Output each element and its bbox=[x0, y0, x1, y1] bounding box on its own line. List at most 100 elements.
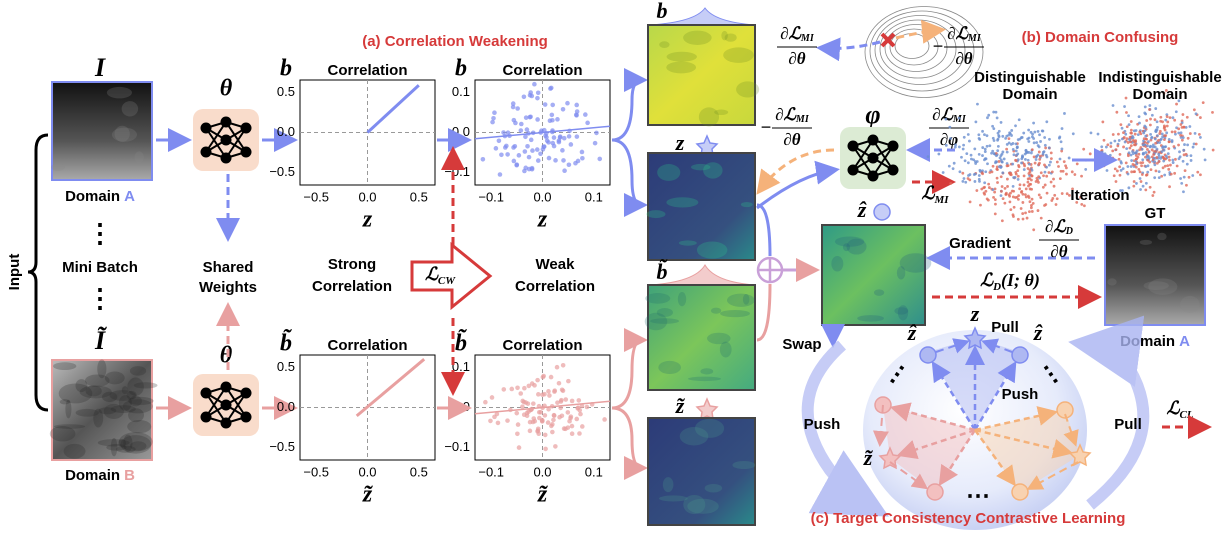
cloud-dot bbox=[961, 180, 964, 183]
cloud-dot bbox=[1163, 134, 1166, 137]
scatter-dot bbox=[528, 115, 533, 120]
cloud-dot bbox=[1129, 132, 1132, 135]
cloud-dot bbox=[968, 140, 971, 143]
cloud-dot bbox=[1147, 140, 1150, 143]
cloud-dot bbox=[1163, 174, 1166, 177]
domain-label-part: A bbox=[1179, 333, 1190, 350]
y-tick-label: 0.5 bbox=[277, 359, 295, 374]
cloud-dot bbox=[927, 155, 930, 158]
cloud-dot bbox=[1188, 176, 1191, 179]
cloud-dot bbox=[1175, 110, 1178, 113]
scatter-dot bbox=[563, 427, 568, 432]
cloud-dot bbox=[1084, 168, 1087, 171]
x-tick-label: 0.1 bbox=[585, 189, 603, 204]
fraction-numerator: ∂ℒMI bbox=[947, 24, 982, 44]
scatter-dot bbox=[597, 157, 602, 162]
cloud-dot bbox=[1120, 162, 1123, 165]
cloud-dot bbox=[1020, 190, 1023, 193]
feature-symbol: ẑ bbox=[857, 197, 867, 222]
cloud-dot bbox=[1060, 140, 1063, 143]
cloud-dot bbox=[1143, 125, 1146, 128]
cloud-dot bbox=[996, 149, 999, 152]
scatter-dot bbox=[583, 112, 588, 117]
scatter-dot bbox=[538, 410, 543, 415]
arrow bbox=[612, 80, 642, 140]
cloud-dot bbox=[1017, 194, 1020, 197]
cloud-dot bbox=[1039, 140, 1042, 143]
feature-map-texture bbox=[831, 256, 843, 272]
fraction-denominator: ∂θ bbox=[1050, 242, 1067, 261]
cloud-dot bbox=[1148, 104, 1151, 107]
cloud-dot bbox=[977, 133, 980, 136]
cloud-dot bbox=[1131, 136, 1134, 139]
cloud-dot bbox=[992, 137, 995, 140]
cloud-dot bbox=[1122, 146, 1125, 149]
cloud-dot bbox=[1035, 155, 1038, 158]
cloud-dot bbox=[1012, 185, 1015, 188]
scatter-dot bbox=[512, 159, 517, 164]
cloud-dot bbox=[1141, 158, 1144, 161]
cloud-dot bbox=[1035, 141, 1038, 144]
cloud-dot bbox=[1138, 131, 1141, 134]
cloud-dot bbox=[992, 111, 995, 114]
input-image-texture bbox=[107, 87, 132, 98]
cloud-dot bbox=[1179, 123, 1182, 126]
input-label: Input bbox=[6, 254, 23, 291]
cloud-dot bbox=[1191, 174, 1194, 177]
cloud-dot bbox=[999, 156, 1002, 159]
cloud-dot bbox=[1168, 140, 1171, 143]
scatter-dot bbox=[523, 166, 528, 171]
scatter-dot bbox=[491, 116, 496, 121]
scatter-dot bbox=[514, 162, 519, 167]
feature-map-texture bbox=[678, 292, 686, 306]
cloud-dot bbox=[986, 162, 989, 165]
cloud-dot bbox=[1153, 163, 1156, 166]
scatter-dot bbox=[488, 419, 493, 424]
scatter-dot bbox=[580, 150, 585, 155]
cloud-dot bbox=[1032, 122, 1035, 125]
cloud-dot bbox=[1022, 132, 1025, 135]
input-image-texture bbox=[128, 408, 144, 422]
cloud-dot bbox=[1063, 112, 1066, 115]
cloud-dot bbox=[1144, 135, 1147, 138]
scatter-dot bbox=[536, 158, 541, 163]
feature-map-texture bbox=[679, 240, 697, 245]
cloud-dot bbox=[1030, 175, 1033, 178]
scatter-dot bbox=[519, 128, 524, 133]
swap-label: Swap bbox=[782, 336, 821, 353]
scatter-dot bbox=[520, 404, 525, 409]
cloud-dot bbox=[1008, 137, 1011, 140]
scatter-dot bbox=[483, 400, 488, 405]
cloud-dot bbox=[1027, 140, 1030, 143]
cloud-dot bbox=[1004, 187, 1007, 190]
cloud-dot bbox=[1008, 131, 1011, 134]
cloud-dot bbox=[1036, 177, 1039, 180]
feature-map-texture bbox=[645, 313, 667, 331]
cloud-dot bbox=[1153, 160, 1156, 163]
cloud-dot bbox=[1164, 119, 1167, 122]
cloud-dot bbox=[1103, 164, 1106, 167]
scatter-dot bbox=[543, 413, 548, 418]
cloud-dot bbox=[1137, 133, 1140, 136]
cloud-dot bbox=[1017, 218, 1020, 221]
cloud-dot bbox=[1010, 134, 1013, 137]
cloud-dot bbox=[990, 152, 993, 155]
cloud-title: Indistinguishable bbox=[1098, 69, 1221, 86]
cloud-dot bbox=[1006, 178, 1009, 181]
cloud-dot bbox=[1151, 148, 1154, 151]
cloud-dot bbox=[970, 154, 973, 157]
cloud-dot bbox=[1031, 135, 1034, 138]
cloud-dot bbox=[1045, 120, 1048, 123]
scatter-dot bbox=[550, 422, 555, 427]
x-tick-label: −0.5 bbox=[303, 189, 329, 204]
cloud-dot bbox=[1166, 115, 1169, 118]
cloud-dot bbox=[1176, 165, 1179, 168]
cloud-dot bbox=[1154, 107, 1157, 110]
x-tick-label: −0.1 bbox=[478, 189, 504, 204]
input-image-texture bbox=[110, 390, 136, 401]
cloud-dot bbox=[1148, 108, 1151, 111]
feature-symbol: z̃ bbox=[675, 393, 685, 418]
fraction-numerator-part: MI bbox=[795, 114, 810, 125]
cloud-dot bbox=[1115, 180, 1118, 183]
